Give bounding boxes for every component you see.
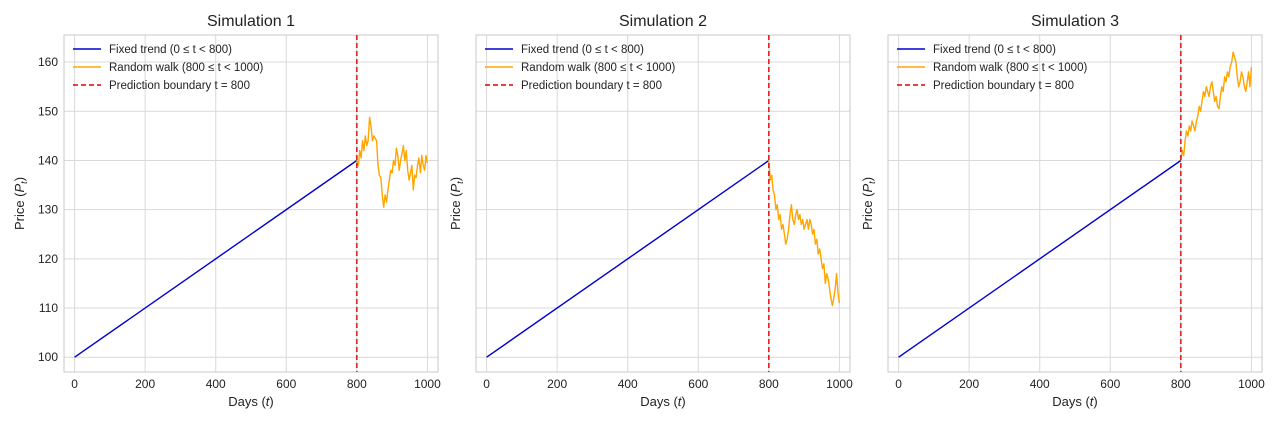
trend-line	[898, 159, 1182, 358]
x-tick-label: 800	[1171, 377, 1191, 391]
legend-label: Fixed trend (0 ≤ t < 800)	[933, 44, 1056, 56]
random-walk-line	[1180, 51, 1253, 161]
legend: Fixed trend (0 ≤ t < 800) Random walk (80…	[485, 44, 675, 92]
x-axis-label: Days (t)	[1052, 394, 1098, 409]
axes-frame	[475, 34, 851, 373]
legend-label: Random walk (800 ≤ t < 1000)	[109, 62, 263, 74]
x-tick-label: 400	[1030, 377, 1050, 391]
y-axis-label: Price (Pt)	[12, 177, 29, 230]
x-tick-label: 200	[135, 377, 155, 391]
random-walk-line	[356, 116, 429, 208]
y-tick-label: 100	[38, 350, 58, 364]
x-tick-label: 800	[759, 377, 779, 391]
y-tick-label: 140	[38, 153, 58, 167]
x-tick-label: 1000	[826, 377, 853, 391]
trend-line	[74, 159, 358, 358]
plot-area	[476, 35, 850, 372]
chart-title: Simulation 3	[1031, 13, 1119, 30]
legend-label: Prediction boundary t = 800	[521, 80, 662, 92]
x-tick-label: 200	[547, 377, 567, 391]
x-axis-label: Days (t)	[228, 394, 274, 409]
y-tick-label: 130	[38, 203, 58, 217]
legend-label: Fixed trend (0 ≤ t < 800)	[109, 44, 232, 56]
axes-frame	[887, 34, 1263, 373]
legend: Fixed trend (0 ≤ t < 800) Random walk (80…	[897, 44, 1087, 92]
x-tick-label: 200	[959, 377, 979, 391]
y-axis-label: Price (Pt)	[448, 177, 465, 230]
x-tick-label: 400	[618, 377, 638, 391]
legend-label: Prediction boundary t = 800	[109, 80, 250, 92]
y-tick-label: 110	[39, 301, 58, 315]
x-tick-label: 0	[71, 377, 78, 391]
x-tick-label: 400	[206, 377, 226, 391]
legend-label: Prediction boundary t = 800	[933, 80, 1074, 92]
y-tick-label: 120	[38, 252, 58, 266]
plot-area	[888, 35, 1262, 372]
legend-label: Random walk (800 ≤ t < 1000)	[933, 62, 1087, 74]
x-tick-label: 600	[1100, 377, 1120, 391]
trend-line	[486, 159, 770, 358]
legend: Fixed trend (0 ≤ t < 800) Random walk (80…	[73, 44, 263, 92]
subplot-1: 0 200 400 600 800 1000 100 110 120 130 140 150 160 Si…	[12, 13, 441, 409]
x-tick-label: 600	[276, 377, 296, 391]
y-tick-label: 160	[38, 55, 58, 69]
subplot-3: 0 200 400 600 800 1000 Simulation 3 Days (t) Pri…	[860, 13, 1265, 409]
x-tick-label: 0	[483, 377, 490, 391]
x-tick-label: 600	[688, 377, 708, 391]
x-tick-label: 0	[895, 377, 902, 391]
legend-label: Fixed trend (0 ≤ t < 800)	[521, 44, 644, 56]
axes-frame	[63, 34, 439, 373]
x-axis-label: Days (t)	[640, 394, 686, 409]
plot-area	[64, 35, 438, 372]
subplot-2: 0 200 400 600 800 1000 Simulation 2 Days (t) Pri…	[448, 13, 853, 409]
chart-title: Simulation 2	[619, 13, 707, 30]
x-tick-label: 1000	[1238, 377, 1265, 391]
x-tick-label: 800	[347, 377, 367, 391]
chart-title: Simulation 1	[207, 13, 295, 30]
y-tick-label: 150	[38, 104, 58, 118]
random-walk-line	[768, 160, 841, 307]
legend-label: Random walk (800 ≤ t < 1000)	[521, 62, 675, 74]
x-tick-label: 1000	[414, 377, 441, 391]
y-axis-label: Price (Pt)	[860, 177, 877, 230]
